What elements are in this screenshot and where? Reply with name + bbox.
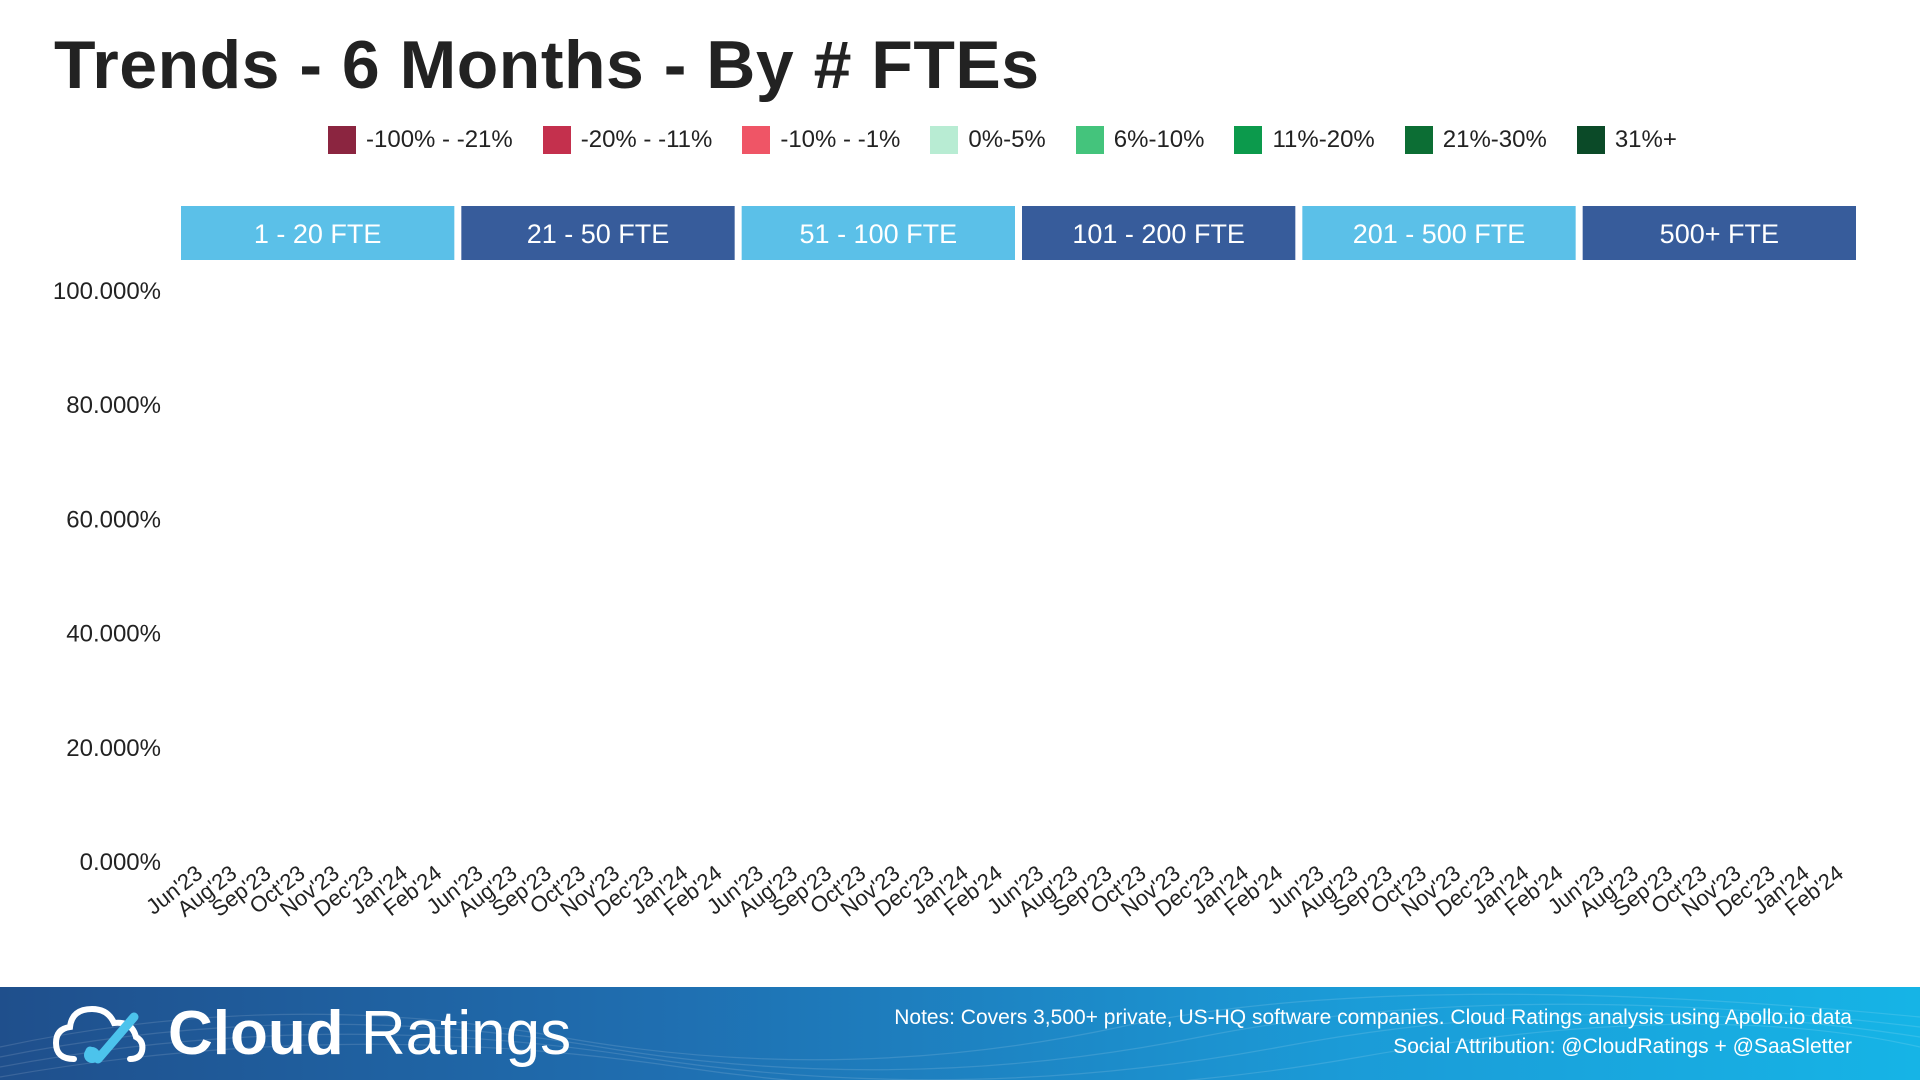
legend-label: -10% - -1% (780, 126, 901, 153)
legend-item: -20% - -11% (542, 126, 713, 154)
legend-swatch (542, 126, 571, 154)
legend-label: -20% - -11% (580, 126, 713, 153)
legend-swatch (1404, 126, 1433, 154)
legend-swatch (1576, 126, 1605, 154)
footer-notes: Notes: Covers 3,500+ private, US-HQ soft… (894, 1003, 1852, 1061)
legend-swatch (1075, 126, 1104, 154)
legend-swatch (328, 126, 356, 154)
legend-swatch (742, 126, 771, 154)
legend-label: 21%-30% (1442, 126, 1547, 153)
y-tick-label: 100.000% (53, 278, 161, 305)
legend-swatch (1234, 126, 1263, 154)
y-tick-label: 0.000% (80, 849, 161, 876)
y-tick-label: 20.000% (66, 735, 161, 762)
attribution-text: Social Attribution: @CloudRatings + @Saa… (1393, 1035, 1852, 1058)
legend-item: -10% - -1% (742, 126, 900, 154)
stacked-bar-chart: 100.000% 80.000% 60.000% 40.000% 20.000% 0.00… (53, 206, 1856, 922)
legend-item: 0%-5% (930, 126, 1046, 154)
legend-label: 0%-5% (968, 126, 1046, 153)
footer-banner: Cloud Ratings Notes: Covers 3,500+ priva… (0, 987, 1920, 1080)
panel-header-label: 201 - 500 FTE (1353, 219, 1526, 249)
panel-header-label: 21 - 50 FTE (527, 219, 670, 249)
chart-title: Trends - 6 Months - By # FTEs (54, 27, 1040, 103)
y-tick-label: 80.000% (66, 392, 161, 419)
panel-header (1302, 206, 1576, 260)
legend-item: -100% - -21% (328, 126, 513, 154)
legend-label: 31%+ (1614, 126, 1677, 153)
panel-header-label: 51 - 100 FTE (800, 219, 958, 249)
legend-label: 11%-20% (1272, 126, 1375, 153)
legend-label: -100% - -21% (366, 126, 513, 153)
panel-header-label: 500+ FTE (1660, 219, 1779, 249)
panel-header (1582, 206, 1856, 260)
panel-header (461, 206, 735, 260)
panel-header-label: 101 - 200 FTE (1072, 219, 1245, 249)
notes-text: Notes: Covers 3,500+ private, US-HQ soft… (894, 1006, 1852, 1029)
panel-header (1022, 206, 1296, 260)
legend-label: 6%-10% (1113, 126, 1205, 153)
legend-swatch (930, 126, 959, 154)
legend-item: 11%-20% (1234, 126, 1375, 154)
brand-logo-text: Cloud Ratings (168, 999, 571, 1069)
panel-header (181, 206, 455, 260)
brand-bold: Cloud (168, 999, 344, 1068)
y-tick-label: 60.000% (66, 506, 161, 533)
cloud-check-icon (52, 1005, 146, 1064)
legend-item: 6%-10% (1075, 126, 1205, 154)
panel-header (741, 206, 1015, 260)
legend-item: 31%+ (1576, 126, 1677, 154)
brand-light: Ratings (360, 999, 572, 1068)
legend-item: 21%-30% (1404, 126, 1547, 154)
panel-header-label: 1 - 20 FTE (254, 219, 382, 249)
chart-legend: -100% - -21% -20% - -11% -10% - -1% 0%-5% 6%… (328, 126, 1707, 154)
y-tick-label: 40.000% (66, 621, 161, 648)
